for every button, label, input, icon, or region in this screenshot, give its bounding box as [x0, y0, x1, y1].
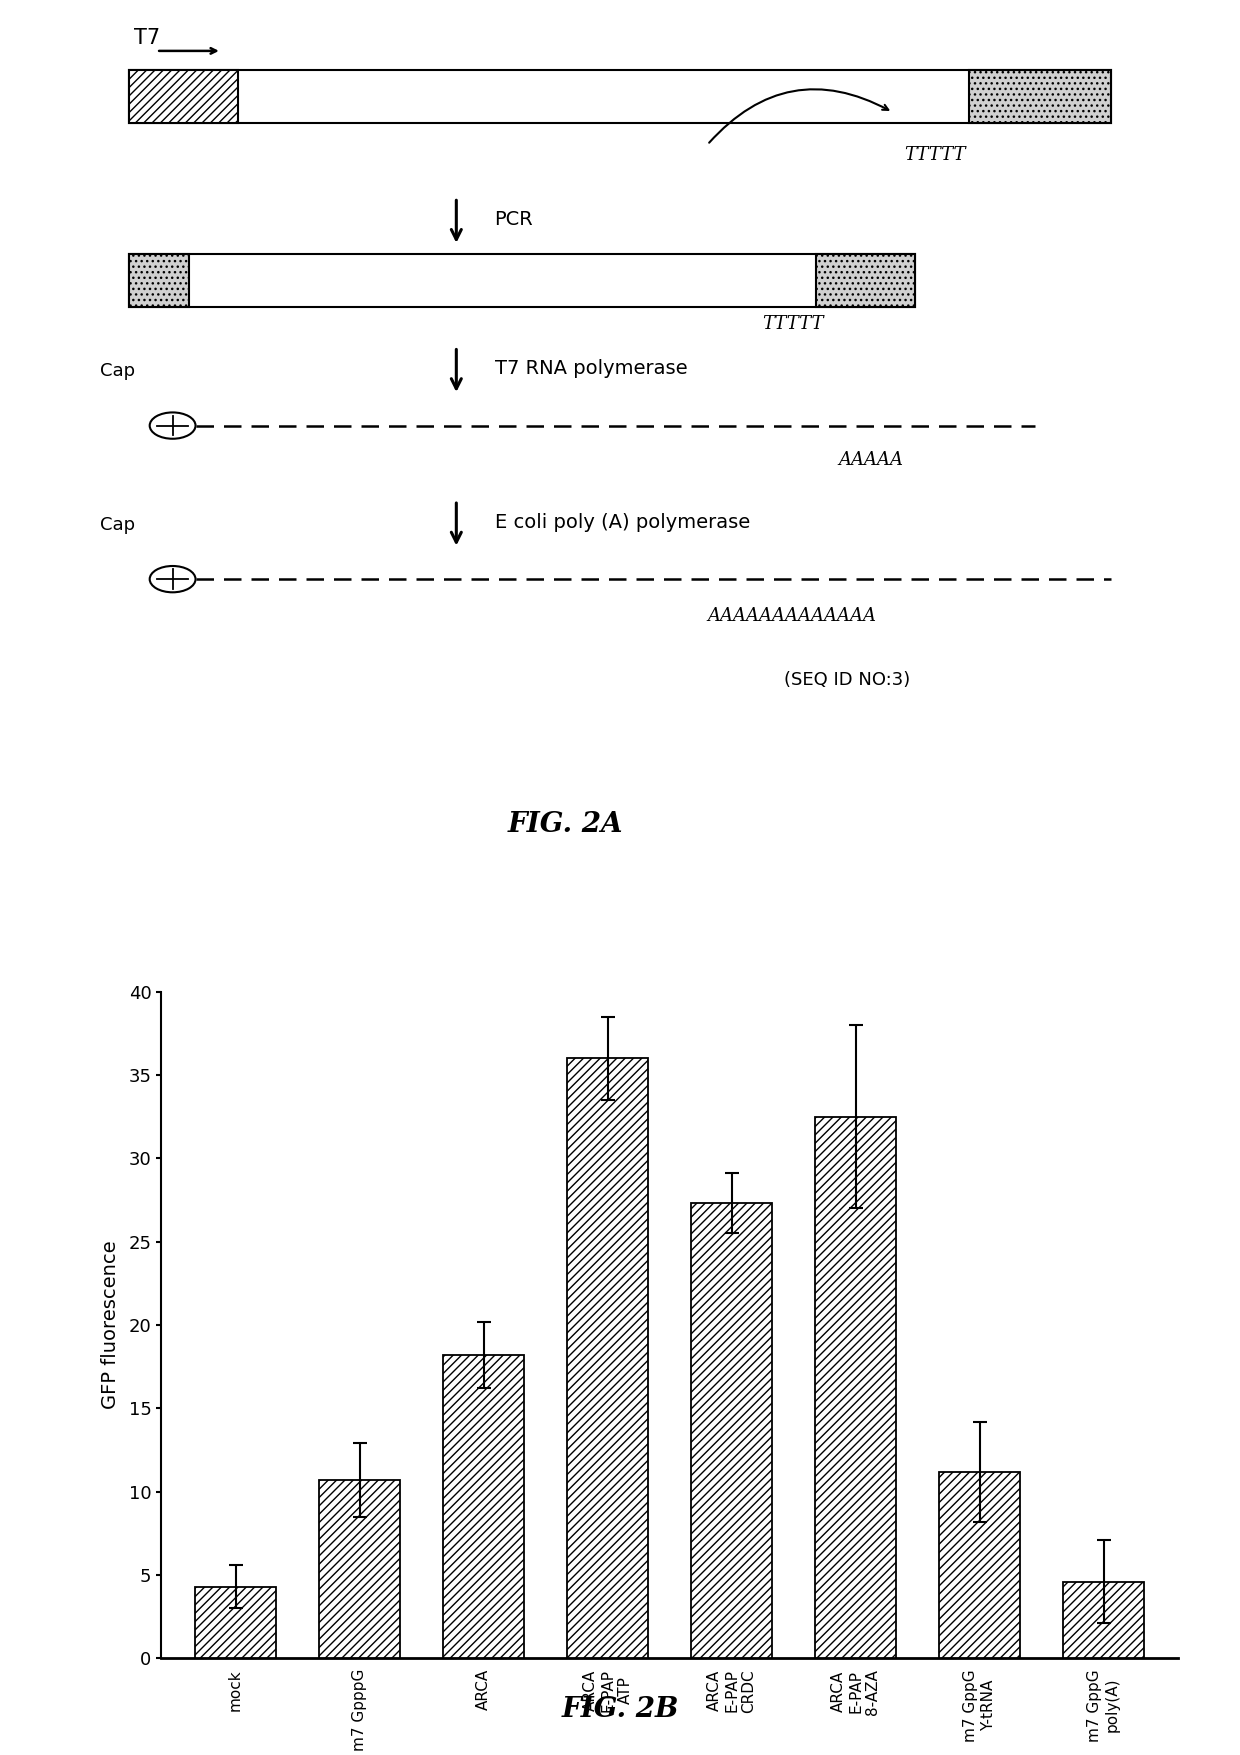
Y-axis label: GFP fluorescence: GFP fluorescence [102, 1241, 120, 1409]
Bar [444, 1355, 525, 1658]
Bar [129, 254, 188, 307]
Bar [940, 1472, 1019, 1658]
Bar [567, 1058, 647, 1658]
Text: TTTTT: TTTTT [761, 316, 823, 333]
Bar [692, 1204, 771, 1658]
Text: Cap: Cap [100, 516, 135, 534]
Bar [129, 70, 1111, 123]
Text: Cap: Cap [100, 362, 135, 381]
Text: FIG. 2B: FIG. 2B [562, 1697, 678, 1723]
Bar [816, 1116, 895, 1658]
Bar [196, 1587, 277, 1658]
Text: (SEQ ID NO:3): (SEQ ID NO:3) [784, 670, 910, 690]
Bar [129, 254, 915, 307]
Ellipse shape [150, 567, 196, 593]
Bar [816, 254, 915, 307]
Text: T7 RNA polymerase: T7 RNA polymerase [495, 360, 687, 377]
Text: E coli poly (A) polymerase: E coli poly (A) polymerase [495, 512, 750, 532]
Bar [320, 1479, 399, 1658]
Text: PCR: PCR [495, 211, 533, 228]
Text: FIG. 2A: FIG. 2A [507, 811, 624, 839]
Text: AAAAAAAAAAAAA: AAAAAAAAAAAAA [707, 607, 877, 625]
Text: TTTTT: TTTTT [904, 146, 965, 163]
Bar [129, 70, 238, 123]
Ellipse shape [150, 412, 196, 439]
Bar [1063, 1581, 1145, 1658]
Text: AAAAA: AAAAA [838, 451, 903, 469]
Text: T7: T7 [134, 28, 160, 47]
Bar [970, 70, 1111, 123]
